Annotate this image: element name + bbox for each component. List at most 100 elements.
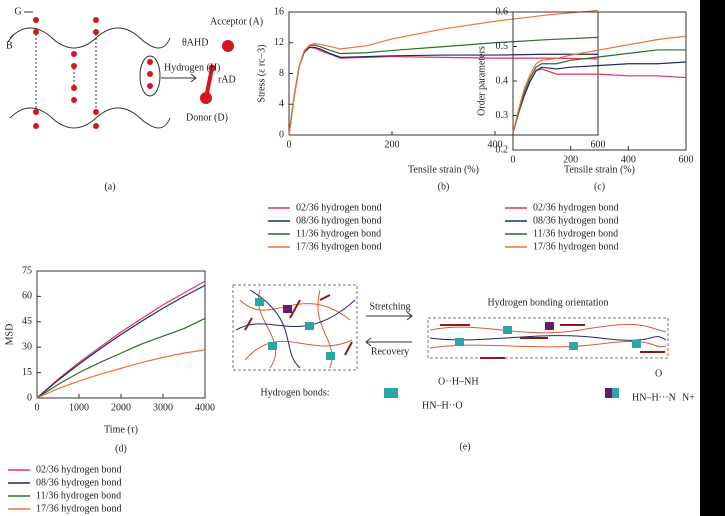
label-recovery: Recovery <box>371 346 409 357</box>
plot-frame <box>288 11 599 136</box>
x-tick-label: 600 <box>679 154 694 165</box>
x-axis-label: Time (τ) <box>104 424 138 435</box>
hbond-icons <box>255 298 641 398</box>
caption: (d) <box>115 443 127 454</box>
chem-text: HN–H···N <box>632 392 676 403</box>
series-line <box>288 9 599 136</box>
y-tick-label: 15 <box>22 367 32 378</box>
y-tick-label: 8 <box>279 68 284 79</box>
series-line <box>288 46 599 136</box>
x-tick-label: 200 <box>385 139 400 150</box>
edge-strip <box>700 0 725 516</box>
legend-label: 08/36 hydrogen bond <box>36 477 122 488</box>
chain <box>9 107 171 129</box>
x-tick-label: 400 <box>488 139 503 150</box>
series-line <box>36 349 206 399</box>
caption: (e) <box>459 441 470 452</box>
caption: (b) <box>438 181 450 192</box>
series-line <box>36 280 206 399</box>
label-b: B <box>6 40 13 51</box>
x-tick-label: 600 <box>591 139 606 150</box>
legend-label: 02/36 hydrogen bond <box>296 202 382 213</box>
bond-dash <box>35 34 97 110</box>
chem-text: HN–H··O <box>422 400 463 411</box>
panel-e: Stretching Recovery Hydrogen bonding ori… <box>232 284 695 452</box>
legend-label: 17/36 hydrogen bond <box>296 241 382 252</box>
label-donor: Donor (D) <box>186 112 228 123</box>
legend-label: 11/36 hydrogen bond <box>533 228 618 239</box>
label-hydrogen: Hydrogen (H) <box>164 62 220 73</box>
y-tick-label: 0 <box>279 129 284 140</box>
y-tick-label: 0.6 <box>496 6 509 17</box>
caption: (c) <box>594 181 605 192</box>
box <box>427 317 669 359</box>
chem-text: O··H–NH <box>438 376 479 387</box>
series-line <box>288 36 599 136</box>
label-stretching: Stretching <box>369 301 410 312</box>
x-tick-label: 0 <box>511 154 516 165</box>
x-axis-label: Tensile strain (%) <box>564 164 635 175</box>
label-bonds: Hydrogen bonds: <box>260 387 329 398</box>
label-g: G <box>14 6 21 17</box>
x-tick-label: 400 <box>621 154 636 165</box>
series-line <box>512 61 687 133</box>
highlight <box>139 55 161 97</box>
y-tick-label: 75 <box>22 265 32 276</box>
donor-bond <box>204 67 214 99</box>
series-line <box>512 49 686 133</box>
x-tick-label: 0 <box>287 139 292 150</box>
legend-label: 17/36 hydrogen bond <box>533 241 619 252</box>
label-orientation: Hydrogen bonding orientation <box>487 297 608 308</box>
y-tick-label: 30 <box>22 341 32 352</box>
y-axis-label: Order parameters <box>476 46 487 116</box>
legend-label: 11/36 hydrogen bond <box>36 490 121 501</box>
y-axis-label: MSD <box>4 324 15 346</box>
x-tick-label: 0 <box>35 402 40 413</box>
label-theta: θAHD <box>182 37 208 48</box>
label-r: rAD <box>218 74 236 85</box>
chem-text: N+ <box>682 392 695 403</box>
caption: (a) <box>104 181 115 192</box>
y-tick-label: 0.3 <box>496 110 509 121</box>
legend-label: 08/36 hydrogen bond <box>533 215 619 226</box>
legend-label: 11/36 hydrogen bond <box>296 228 381 239</box>
series-line <box>288 46 598 136</box>
x-tick-label: 4000 <box>195 402 215 413</box>
x-tick-label: 1000 <box>69 402 89 413</box>
y-tick-label: 0.2 <box>496 144 509 155</box>
y-tick-label: 0.4 <box>496 75 509 86</box>
panel-a: G B Hydrogen (H) Acceptor (A) θAHD rAD D… <box>6 6 263 192</box>
chains <box>235 289 356 369</box>
y-tick-label: 45 <box>22 316 32 327</box>
x-tick-label: 3000 <box>153 402 173 413</box>
series-line <box>512 35 687 133</box>
plot-frame <box>512 11 687 151</box>
y-tick-label: 12 <box>274 37 284 48</box>
orientation-arrows <box>244 294 665 359</box>
legend-label: 02/36 hydrogen bond <box>36 464 122 475</box>
arrows <box>365 311 413 347</box>
arrow <box>161 73 197 83</box>
y-tick-label: 60 <box>22 291 32 302</box>
series-line <box>36 284 206 399</box>
box <box>232 284 358 371</box>
legend-label: 08/36 hydrogen bond <box>296 215 382 226</box>
chains <box>429 323 667 349</box>
hbond-icons <box>283 305 612 398</box>
y-tick-label: 0.5 <box>496 41 509 52</box>
y-tick-label: 0 <box>27 392 32 403</box>
legend-label: 02/36 hydrogen bond <box>533 202 619 213</box>
x-tick-label: 2000 <box>111 402 131 413</box>
y-axis-label: Stress (ε rc−3) <box>256 44 267 102</box>
chains <box>429 335 667 341</box>
y-tick-label: 4 <box>279 99 284 110</box>
y-tick-label: 16 <box>274 6 284 17</box>
x-axis-label: Tensile strain (%) <box>408 164 479 175</box>
legend-label: 17/36 hydrogen bond <box>36 503 122 514</box>
chem-text: O <box>655 368 662 379</box>
x-tick-label: 200 <box>563 154 578 165</box>
label-acceptor: Acceptor (A) <box>210 16 263 27</box>
pointer <box>7 11 33 43</box>
series-line <box>36 317 206 399</box>
